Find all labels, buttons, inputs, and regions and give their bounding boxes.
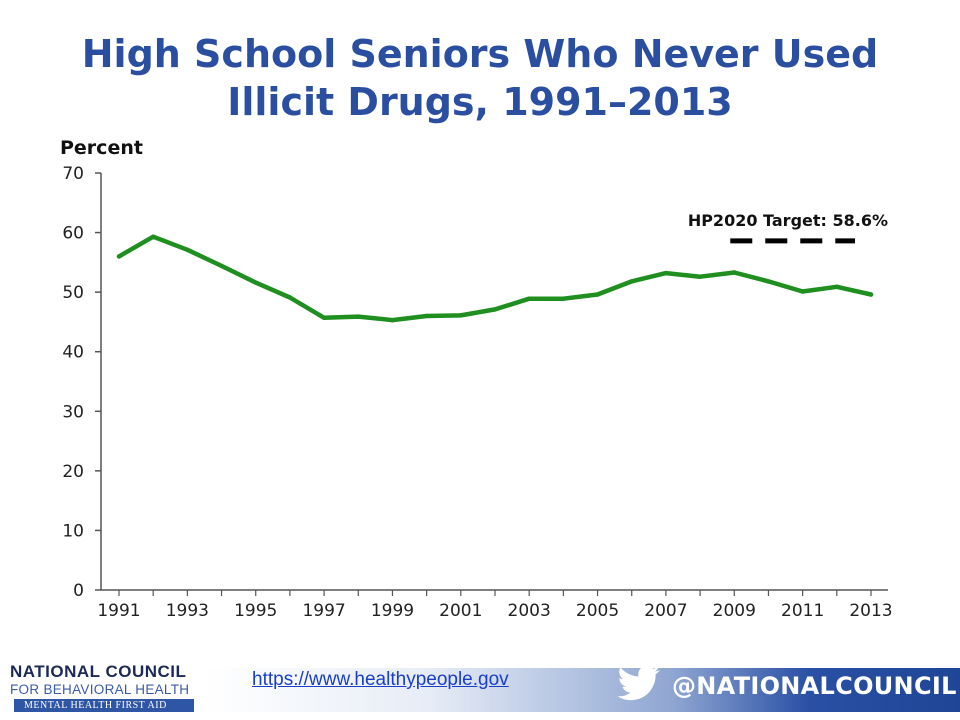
line-chart: Percent 0 10 20 30 40 50 60 70 1991 1993 1995 1997… [60,137,893,621]
logo-line-3: MENTAL HEALTH FIRST AID [24,700,167,711]
healthypeople-link[interactable]: https://www.healthypeople.gov [252,669,509,690]
x-axis: 1991 1993 1995 1997 1999 2001 2003 2005 2007 2009… [97,589,893,621]
x-tick-label: 1999 [371,601,414,621]
y-tick-label: 50 [62,283,84,303]
data-point [800,289,805,294]
y-tick-label: 10 [62,521,84,541]
y-tick-label: 30 [62,402,84,422]
data-point [561,296,566,301]
y-axis: 0 10 20 30 40 50 60 70 [62,164,102,601]
data-point [834,284,840,289]
x-tick-label: 2003 [508,601,551,621]
x-tick-label: 1995 [234,601,277,621]
twitter-bird-icon [617,665,660,701]
y-axis-title: Percent [60,137,143,159]
data-point [868,292,874,297]
y-tick-label: 70 [62,164,84,184]
y-tick-label: 60 [62,224,84,244]
data-point [253,280,258,285]
x-tick-label: 2009 [713,601,756,621]
data-point [424,313,429,319]
data-point [458,313,464,318]
y-tick-label: 20 [62,462,84,482]
data-point [390,317,395,323]
data-point [526,296,532,301]
data-point [116,254,122,259]
footer-gradient-bar [205,668,960,712]
x-tick-label: 1997 [302,601,345,621]
data-point [185,247,190,253]
footer: NATIONAL COUNCIL FOR BEHAVIORAL HEALTH M… [0,660,960,720]
national-council-logo: NATIONAL COUNCIL FOR BEHAVIORAL HEALTH M… [10,662,210,718]
series-group [116,234,874,323]
data-point [663,270,669,276]
chart-title-line-1: High School Seniors Who Never Used [81,32,879,76]
y-tick-label: 40 [62,343,84,363]
x-tick-label: 1993 [166,601,209,621]
logo-banner [14,699,194,712]
data-point [595,292,600,297]
data-point [629,279,634,284]
logo-line-2: FOR BEHAVIORAL HEALTH [10,682,190,697]
x-tick-label: 2013 [849,601,892,621]
data-point [732,270,737,275]
twitter-handle: @NATIONALCOUNCIL [672,672,957,700]
chart-title-line-2: Illicit Drugs, 1991–2013 [227,80,733,124]
data-point [150,234,156,239]
x-tick-label: 2005 [576,601,619,621]
data-point [356,314,361,319]
x-tick-label: 2007 [644,601,687,621]
x-tick-label: 1991 [97,601,140,621]
data-point [697,274,703,279]
x-tick-label: 2011 [781,601,824,621]
data-point [766,279,771,284]
x-tick-label: 2001 [439,601,482,621]
hp2020-target-label: HP2020 Target: 58.6% [688,211,888,230]
y-tick-label: 0 [73,581,84,601]
target-group: HP2020 Target: 58.6% [688,211,888,244]
data-point [287,295,293,300]
data-point [321,315,327,320]
chart-title: High School Seniors Who Never Used Illic… [40,30,920,126]
logo-line-1: NATIONAL COUNCIL [10,662,187,681]
data-point [219,263,224,269]
data-point [492,307,498,312]
